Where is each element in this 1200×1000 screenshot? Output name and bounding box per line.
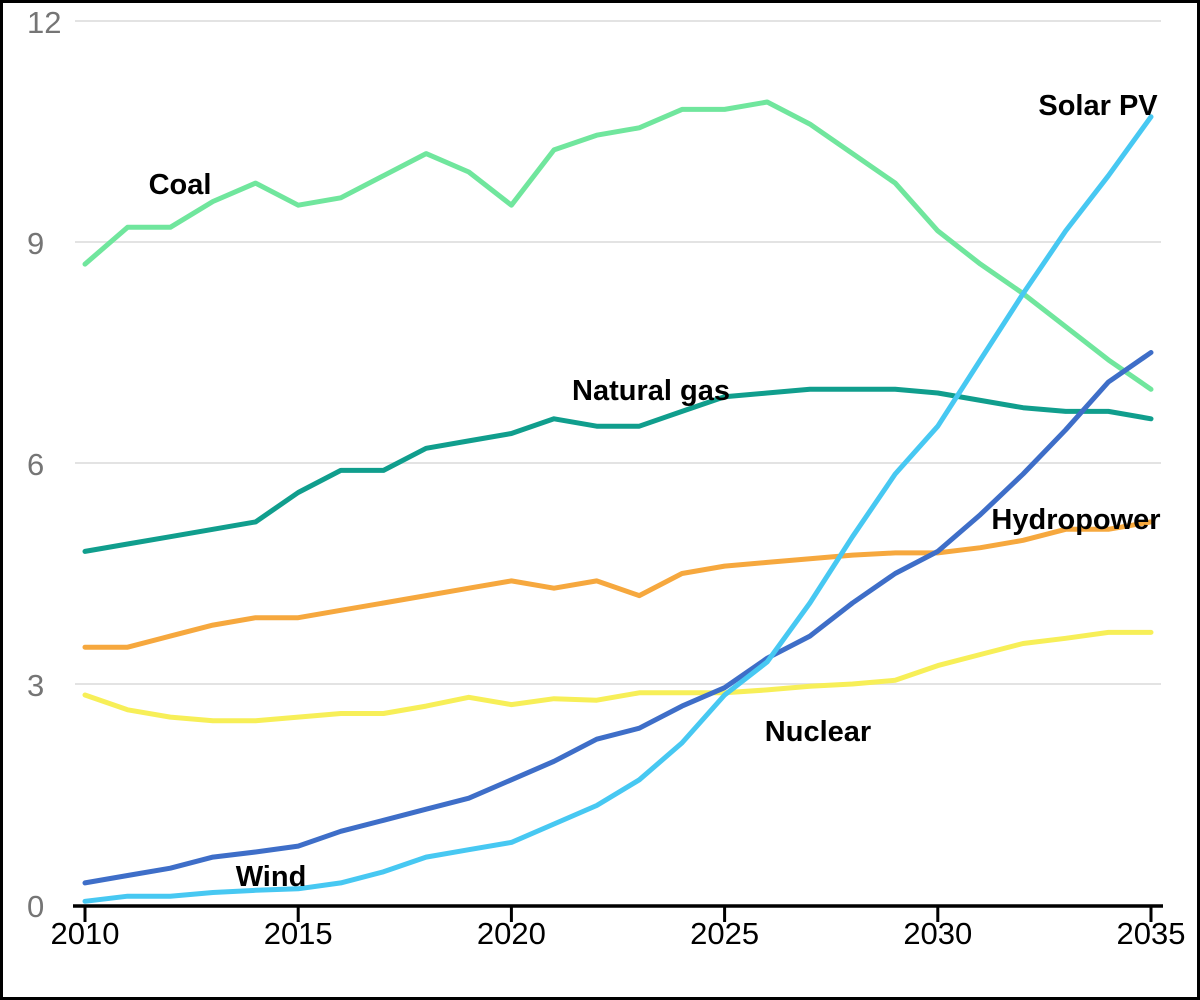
series-line-solar-pv	[82, 114, 1154, 904]
x-tick-label-2035: 2035	[1117, 916, 1186, 951]
series-line-natural-gas	[82, 386, 1154, 554]
x-tick-label-2025: 2025	[690, 916, 759, 951]
series-label-natural-gas: Natural gas	[572, 375, 730, 407]
y-tick-label-9: 9	[27, 226, 44, 261]
series-label-coal: Coal	[149, 169, 212, 201]
series-line-wind	[82, 350, 1154, 886]
series-label-solar-pv: Solar PV	[1038, 90, 1158, 122]
y-tick-label-3: 3	[27, 668, 44, 703]
series-line-hydropower	[82, 519, 1154, 650]
x-tick-label-2010: 2010	[51, 916, 120, 951]
y-tick-label-0: 0	[27, 889, 44, 924]
x-tick-label-2020: 2020	[477, 916, 546, 951]
series-line-nuclear	[82, 629, 1154, 724]
y-tick-label-6: 6	[27, 447, 44, 482]
line-chart-canvas: 2010 2015 2020 2025 2030 2035 0 3 6 9 12 Coal Natura…	[27, 5, 1186, 951]
series-line-coal	[82, 99, 1154, 392]
series-label-hydropower: Hydropower	[991, 504, 1160, 536]
series-label-wind: Wind	[236, 861, 307, 893]
y-tick-label-12: 12	[27, 5, 61, 40]
series-label-nuclear: Nuclear	[765, 716, 871, 748]
x-tick-label-2030: 2030	[903, 916, 972, 951]
x-tick-label-2015: 2015	[264, 916, 333, 951]
